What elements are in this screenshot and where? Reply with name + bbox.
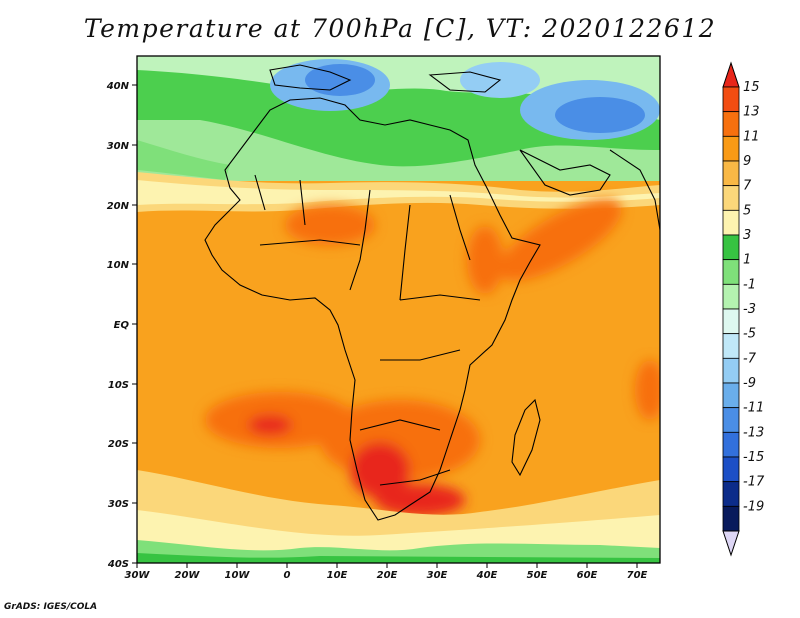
- temperature-field: [137, 56, 660, 563]
- colorbar-swatch: [722, 456, 740, 483]
- colorbar-top-arrow: [722, 61, 740, 88]
- colorbar-swatch: [722, 407, 740, 433]
- colorbar-swatch: [722, 357, 740, 384]
- colorbar-label: -17: [743, 475, 765, 490]
- colorbar-label: -7: [743, 351, 757, 366]
- colorbar-swatch: [722, 382, 740, 409]
- colorbar-swatch: [722, 160, 740, 187]
- colorbar-swatch: [722, 333, 740, 359]
- lon-label: 10W: [225, 570, 251, 581]
- lat-label: 30N: [107, 141, 130, 152]
- colorbar-label: 15: [743, 80, 760, 95]
- colorbar-swatch: [722, 209, 740, 236]
- lat-label: 20N: [107, 201, 130, 212]
- credit-text: GrADS: IGES/COLA: [4, 602, 98, 612]
- lat-label: EQ: [114, 320, 130, 331]
- colorbar-swatch: [722, 431, 740, 458]
- colorbar-swatch: [722, 259, 740, 285]
- colorbar-label: 9: [743, 154, 751, 169]
- latitude-labels: 40N 30N 20N 10N EQ 10S 20S 30S 40S: [106, 81, 130, 570]
- lat-label: 20S: [108, 439, 129, 450]
- colorbar-swatch: [722, 308, 740, 335]
- colorbar-label: -13: [743, 425, 764, 440]
- lat-label: 10S: [108, 380, 129, 391]
- lon-label: 50E: [527, 570, 548, 581]
- colorbar-label: 5: [743, 203, 751, 218]
- colorbar-label: 11: [743, 129, 760, 144]
- colorbar-label: -1: [743, 277, 756, 292]
- coastlines: [204, 64, 660, 521]
- lon-label: 0: [284, 570, 291, 581]
- colorbar-label: 7: [743, 179, 752, 194]
- colorbar-swatch: [722, 185, 740, 211]
- map-title: Temperature at 700hPa [C], VT: 202012261…: [83, 14, 717, 43]
- colorbar-swatch: [722, 135, 740, 162]
- lon-label: 20W: [175, 570, 201, 581]
- map-frame: [136, 55, 661, 564]
- colorbar-label: 13: [743, 105, 760, 120]
- colorbar-swatch: [722, 234, 740, 261]
- colorbar-bottom-arrow: [722, 530, 740, 557]
- lon-label: 70E: [627, 570, 648, 581]
- colorbar-label: -9: [743, 376, 756, 391]
- colorbar-swatch: [722, 86, 740, 113]
- colorbar-swatch: [722, 505, 740, 532]
- colorbar-label: -5: [743, 327, 756, 342]
- lat-label: 40S: [107, 559, 129, 570]
- colorbar-swatch: [722, 283, 740, 310]
- lat-label: 40N: [106, 81, 130, 92]
- lat-label: 30S: [108, 499, 129, 510]
- colorbar-label: 1: [743, 253, 751, 268]
- lat-label: 10N: [107, 260, 130, 271]
- lon-label: 30E: [427, 570, 448, 581]
- lon-label: 20E: [377, 570, 398, 581]
- tick-marks: [132, 84, 638, 568]
- colorbar-label: 3: [743, 228, 751, 243]
- colorbar-swatch: [722, 481, 740, 507]
- colorbar-label: -15: [743, 450, 764, 465]
- colorbar-label: -11: [743, 401, 764, 416]
- colorbar-swatch: [722, 111, 740, 137]
- lon-label: 60E: [577, 570, 598, 581]
- lon-label: 40E: [476, 570, 498, 581]
- longitude-labels: 30W 20W 10W 0 10E 20E 30E 40E 50E 60E 70…: [125, 570, 648, 581]
- lon-label: 30W: [125, 570, 151, 581]
- colorbar: 15 13 11 9 7 5 3 1 -1 -3 -5 -7 -9 -11 -13 -15 -17 -19: [722, 61, 765, 557]
- colorbar-label: -3: [743, 302, 756, 317]
- lon-label: 10E: [327, 570, 348, 581]
- colorbar-label: -19: [743, 499, 764, 514]
